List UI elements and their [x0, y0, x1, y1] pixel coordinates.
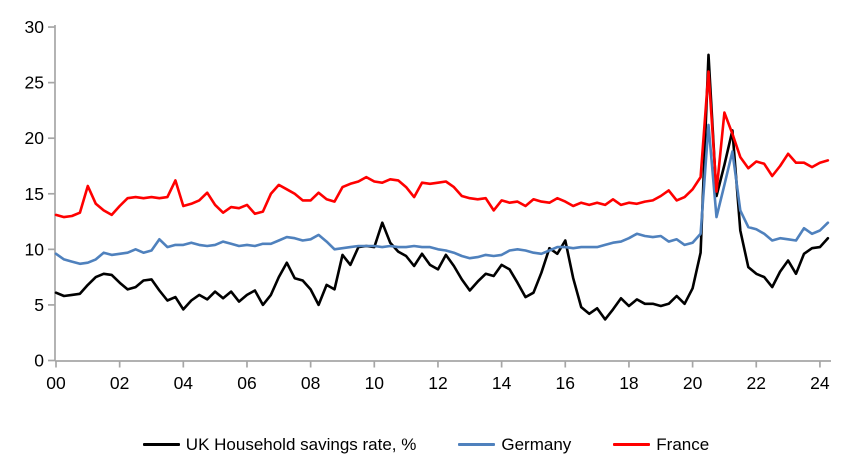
series-line-uk: [54, 53, 830, 321]
x-tick-label: 22: [747, 373, 766, 393]
y-tick-label: 5: [34, 295, 44, 315]
legend-item-uk: UK Household savings rate, %: [142, 434, 417, 454]
legend-label-germany: Germany: [501, 434, 572, 454]
series-line-germany: [54, 123, 830, 266]
chart-legend: UK Household savings rate, % Germany Fra…: [0, 424, 852, 464]
x-tick-label: 00: [46, 373, 66, 393]
x-tick-label: 06: [237, 373, 256, 393]
series-line-france: [54, 70, 830, 219]
x-tick-label: 08: [301, 373, 320, 393]
x-tick-label: 04: [174, 373, 194, 393]
x-tick-label: 20: [683, 373, 703, 393]
x-tick-label: 12: [428, 373, 447, 393]
y-tick-label: 0: [34, 351, 44, 371]
savings-rate-line-chart: 0 5 10 15 20 25 30 00 02 04 06 08 10 12 14 16 18 20 22 24: [25, 17, 831, 393]
x-tick-label: 18: [619, 373, 638, 393]
y-tick-label: 25: [25, 73, 44, 93]
x-tick-label: 24: [810, 373, 830, 393]
x-tick-label: 10: [365, 373, 385, 393]
legend-item-germany: Germany: [458, 436, 571, 453]
germany-line-swatch-icon: [458, 442, 496, 446]
y-tick-label: 15: [25, 184, 44, 204]
x-tick-label: 16: [556, 373, 575, 393]
legend-item-france: France: [613, 436, 709, 453]
legend-label-france: France: [656, 434, 710, 454]
y-tick-label: 10: [25, 239, 45, 259]
y-tick-label: 20: [25, 128, 45, 148]
legend-label-uk: UK Household savings rate, %: [185, 434, 417, 454]
x-tick-label: 14: [492, 373, 512, 393]
france-line-swatch-icon: [613, 442, 651, 446]
y-tick-label: 30: [25, 17, 45, 37]
x-tick-label: 02: [110, 373, 129, 393]
uk-line-swatch-icon: [142, 442, 180, 446]
